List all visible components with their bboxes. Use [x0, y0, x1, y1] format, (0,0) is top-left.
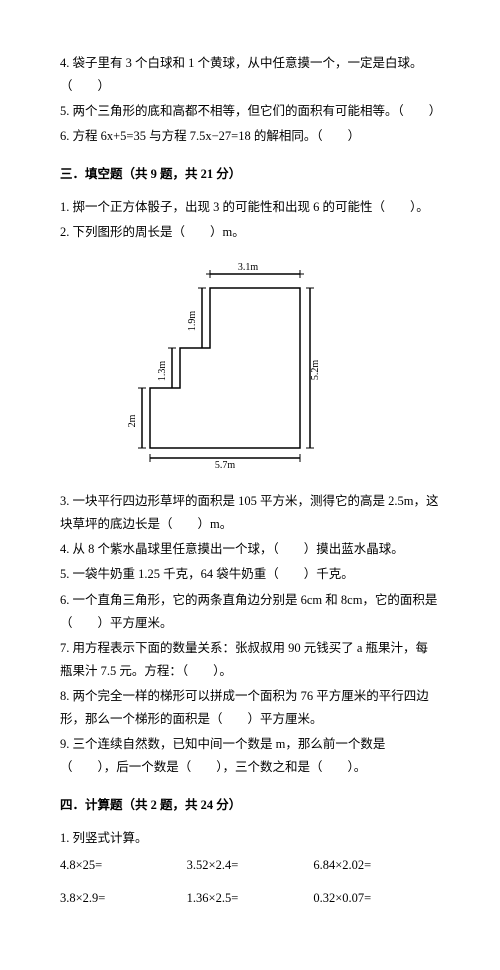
calc-1-2: 3.52×2.4= — [187, 854, 314, 877]
section4-heading: 四．计算题（共 2 题，共 24 分） — [60, 794, 440, 817]
calc-1-3: 6.84×2.02= — [313, 854, 440, 877]
fill-q6: 6. 一个直角三角形，它的两条直角边分别是 6cm 和 8cm，它的面积是（ ）… — [60, 589, 440, 635]
svg-text:1.9m: 1.9m — [187, 311, 198, 332]
fill-q4: 4. 从 8 个紫水晶球里任意摸出一个球，（ ）摸出蓝水晶球。 — [60, 538, 440, 561]
perimeter-diagram: 3.1m 5.2m 5.7m 1.9m 1.3m 2m — [100, 258, 440, 476]
fill-q9: 9. 三个连续自然数，已知中间一个数是 m，那么前一个数是（ ），后一个数是（ … — [60, 733, 440, 779]
svg-text:5.7m: 5.7m — [215, 460, 236, 468]
calc-2-2: 1.36×2.5= — [187, 887, 314, 910]
calc-2-3: 0.32×0.07= — [313, 887, 440, 910]
calc-2-1: 3.8×2.9= — [60, 887, 187, 910]
calc-row-1: 4.8×25= 3.52×2.4= 6.84×2.02= — [60, 854, 440, 877]
fill-q5: 5. 一袋牛奶重 1.25 千克，64 袋牛奶重（ ）千克。 — [60, 563, 440, 586]
svg-text:3.1m: 3.1m — [238, 262, 259, 273]
svg-text:5.2m: 5.2m — [310, 360, 320, 381]
judge-q4: 4. 袋子里有 3 个白球和 1 个黄球，从中任意摸一个，一定是白球。（ ） — [60, 52, 440, 98]
fill-q8: 8. 两个完全一样的梯形可以拼成一个面积为 76 平方厘米的平行四边形，那么一个… — [60, 685, 440, 731]
fill-q1: 1. 掷一个正方体骰子，出现 3 的可能性和出现 6 的可能性（ ）。 — [60, 196, 440, 219]
svg-text:1.3m: 1.3m — [157, 361, 168, 382]
fill-q2: 2. 下列图形的周长是（ ）m。 — [60, 221, 440, 244]
fill-q3: 3. 一块平行四边形草坪的面积是 105 平方米，测得它的高是 2.5m，这块草… — [60, 490, 440, 536]
svg-text:2m: 2m — [127, 414, 138, 427]
fill-q7: 7. 用方程表示下面的数量关系：张叔叔用 90 元钱买了 a 瓶果汁，每瓶果汁 … — [60, 637, 440, 683]
judge-q6: 6. 方程 6x+5=35 与方程 7.5x−27=18 的解相同。（ ） — [60, 125, 440, 148]
calc-heading: 1. 列竖式计算。 — [60, 827, 440, 850]
section3-heading: 三．填空题（共 9 题，共 21 分） — [60, 163, 440, 186]
calc-1-1: 4.8×25= — [60, 854, 187, 877]
judge-q5: 5. 两个三角形的底和高都不相等，但它们的面积有可能相等。（ ） — [60, 100, 440, 123]
calc-row-2: 3.8×2.9= 1.36×2.5= 0.32×0.07= — [60, 887, 440, 910]
